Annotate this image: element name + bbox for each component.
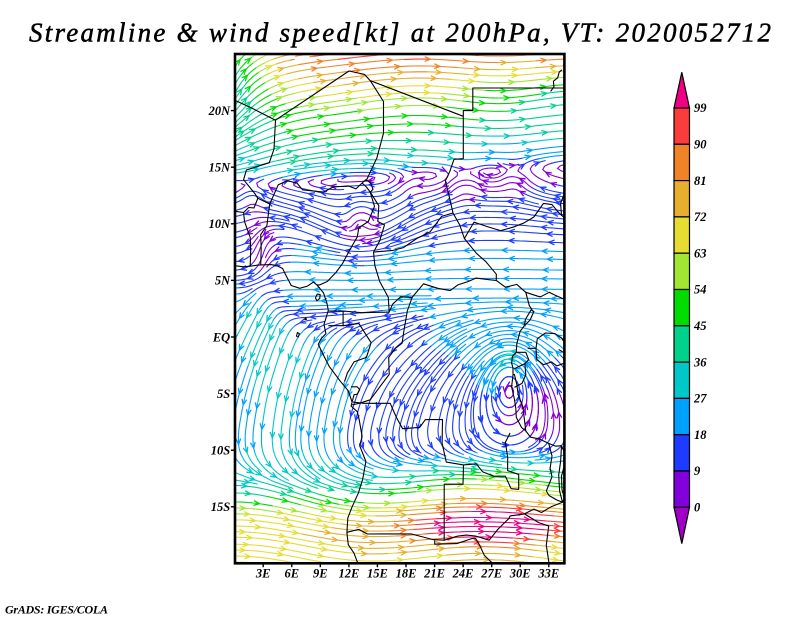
svg-text:6E: 6E	[285, 567, 300, 581]
svg-text:99: 99	[694, 101, 707, 115]
svg-text:18E: 18E	[396, 567, 417, 581]
svg-text:20N: 20N	[208, 104, 232, 118]
svg-text:90: 90	[694, 138, 707, 152]
svg-text:27: 27	[693, 392, 707, 406]
svg-text:5S: 5S	[217, 387, 230, 401]
svg-text:9E: 9E	[313, 567, 328, 581]
svg-text:36: 36	[693, 355, 707, 369]
svg-text:0: 0	[694, 501, 701, 515]
svg-text:12E: 12E	[338, 567, 359, 581]
svg-text:GrADS: IGES/COLA: GrADS: IGES/COLA	[5, 602, 108, 616]
svg-text:30E: 30E	[509, 567, 531, 581]
svg-text:10S: 10S	[211, 444, 231, 458]
svg-text:15E: 15E	[367, 567, 388, 581]
svg-text:18: 18	[694, 428, 707, 442]
svg-text:EQ: EQ	[212, 330, 230, 344]
svg-text:5N: 5N	[215, 274, 231, 288]
svg-text:54: 54	[694, 283, 707, 297]
svg-text:9: 9	[694, 464, 701, 478]
svg-text:81: 81	[694, 174, 707, 188]
svg-text:33E: 33E	[537, 567, 559, 581]
svg-text:45: 45	[693, 319, 707, 333]
svg-text:21E: 21E	[423, 567, 445, 581]
svg-text:3E: 3E	[255, 567, 271, 581]
svg-text:24E: 24E	[452, 567, 474, 581]
svg-text:27E: 27E	[480, 567, 502, 581]
svg-text:72: 72	[694, 210, 707, 224]
svg-text:15N: 15N	[209, 161, 232, 175]
svg-text:10N: 10N	[209, 217, 232, 231]
svg-text:15S: 15S	[211, 500, 231, 514]
svg-text:63: 63	[694, 246, 707, 260]
